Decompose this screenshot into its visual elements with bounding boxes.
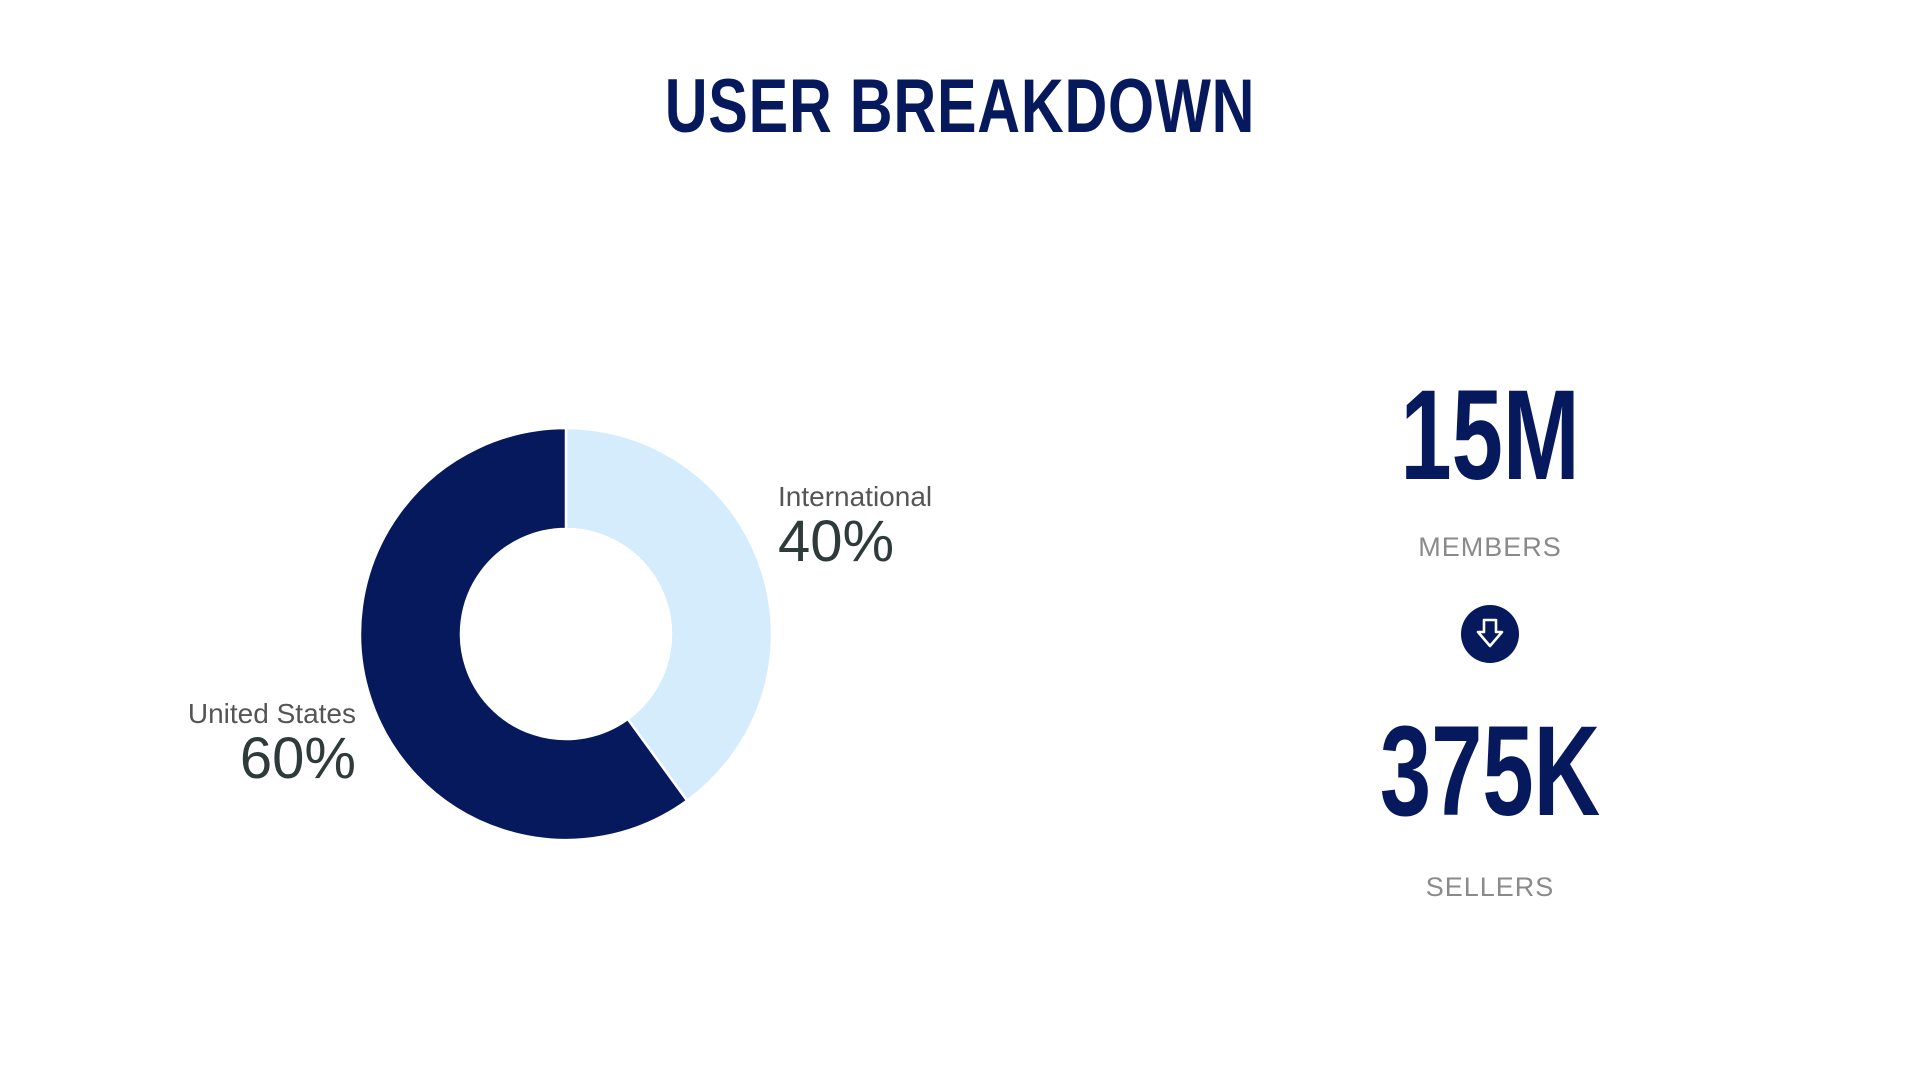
value-label-international: 40%: [778, 509, 894, 574]
value-label-united-states: 60%: [240, 726, 356, 791]
members-count: 15M: [1346, 372, 1634, 500]
sellers-count: 375K: [1346, 708, 1634, 836]
members-label: MEMBERS: [1290, 532, 1690, 563]
sellers-label: SELLERS: [1290, 872, 1690, 903]
category-label-international: International: [778, 481, 932, 512]
category-label-united-states: United States: [188, 698, 356, 729]
stats-panel: 15M MEMBERS 375K SELLERS: [1290, 0, 1690, 1080]
arrow-down-icon: [1461, 605, 1519, 663]
